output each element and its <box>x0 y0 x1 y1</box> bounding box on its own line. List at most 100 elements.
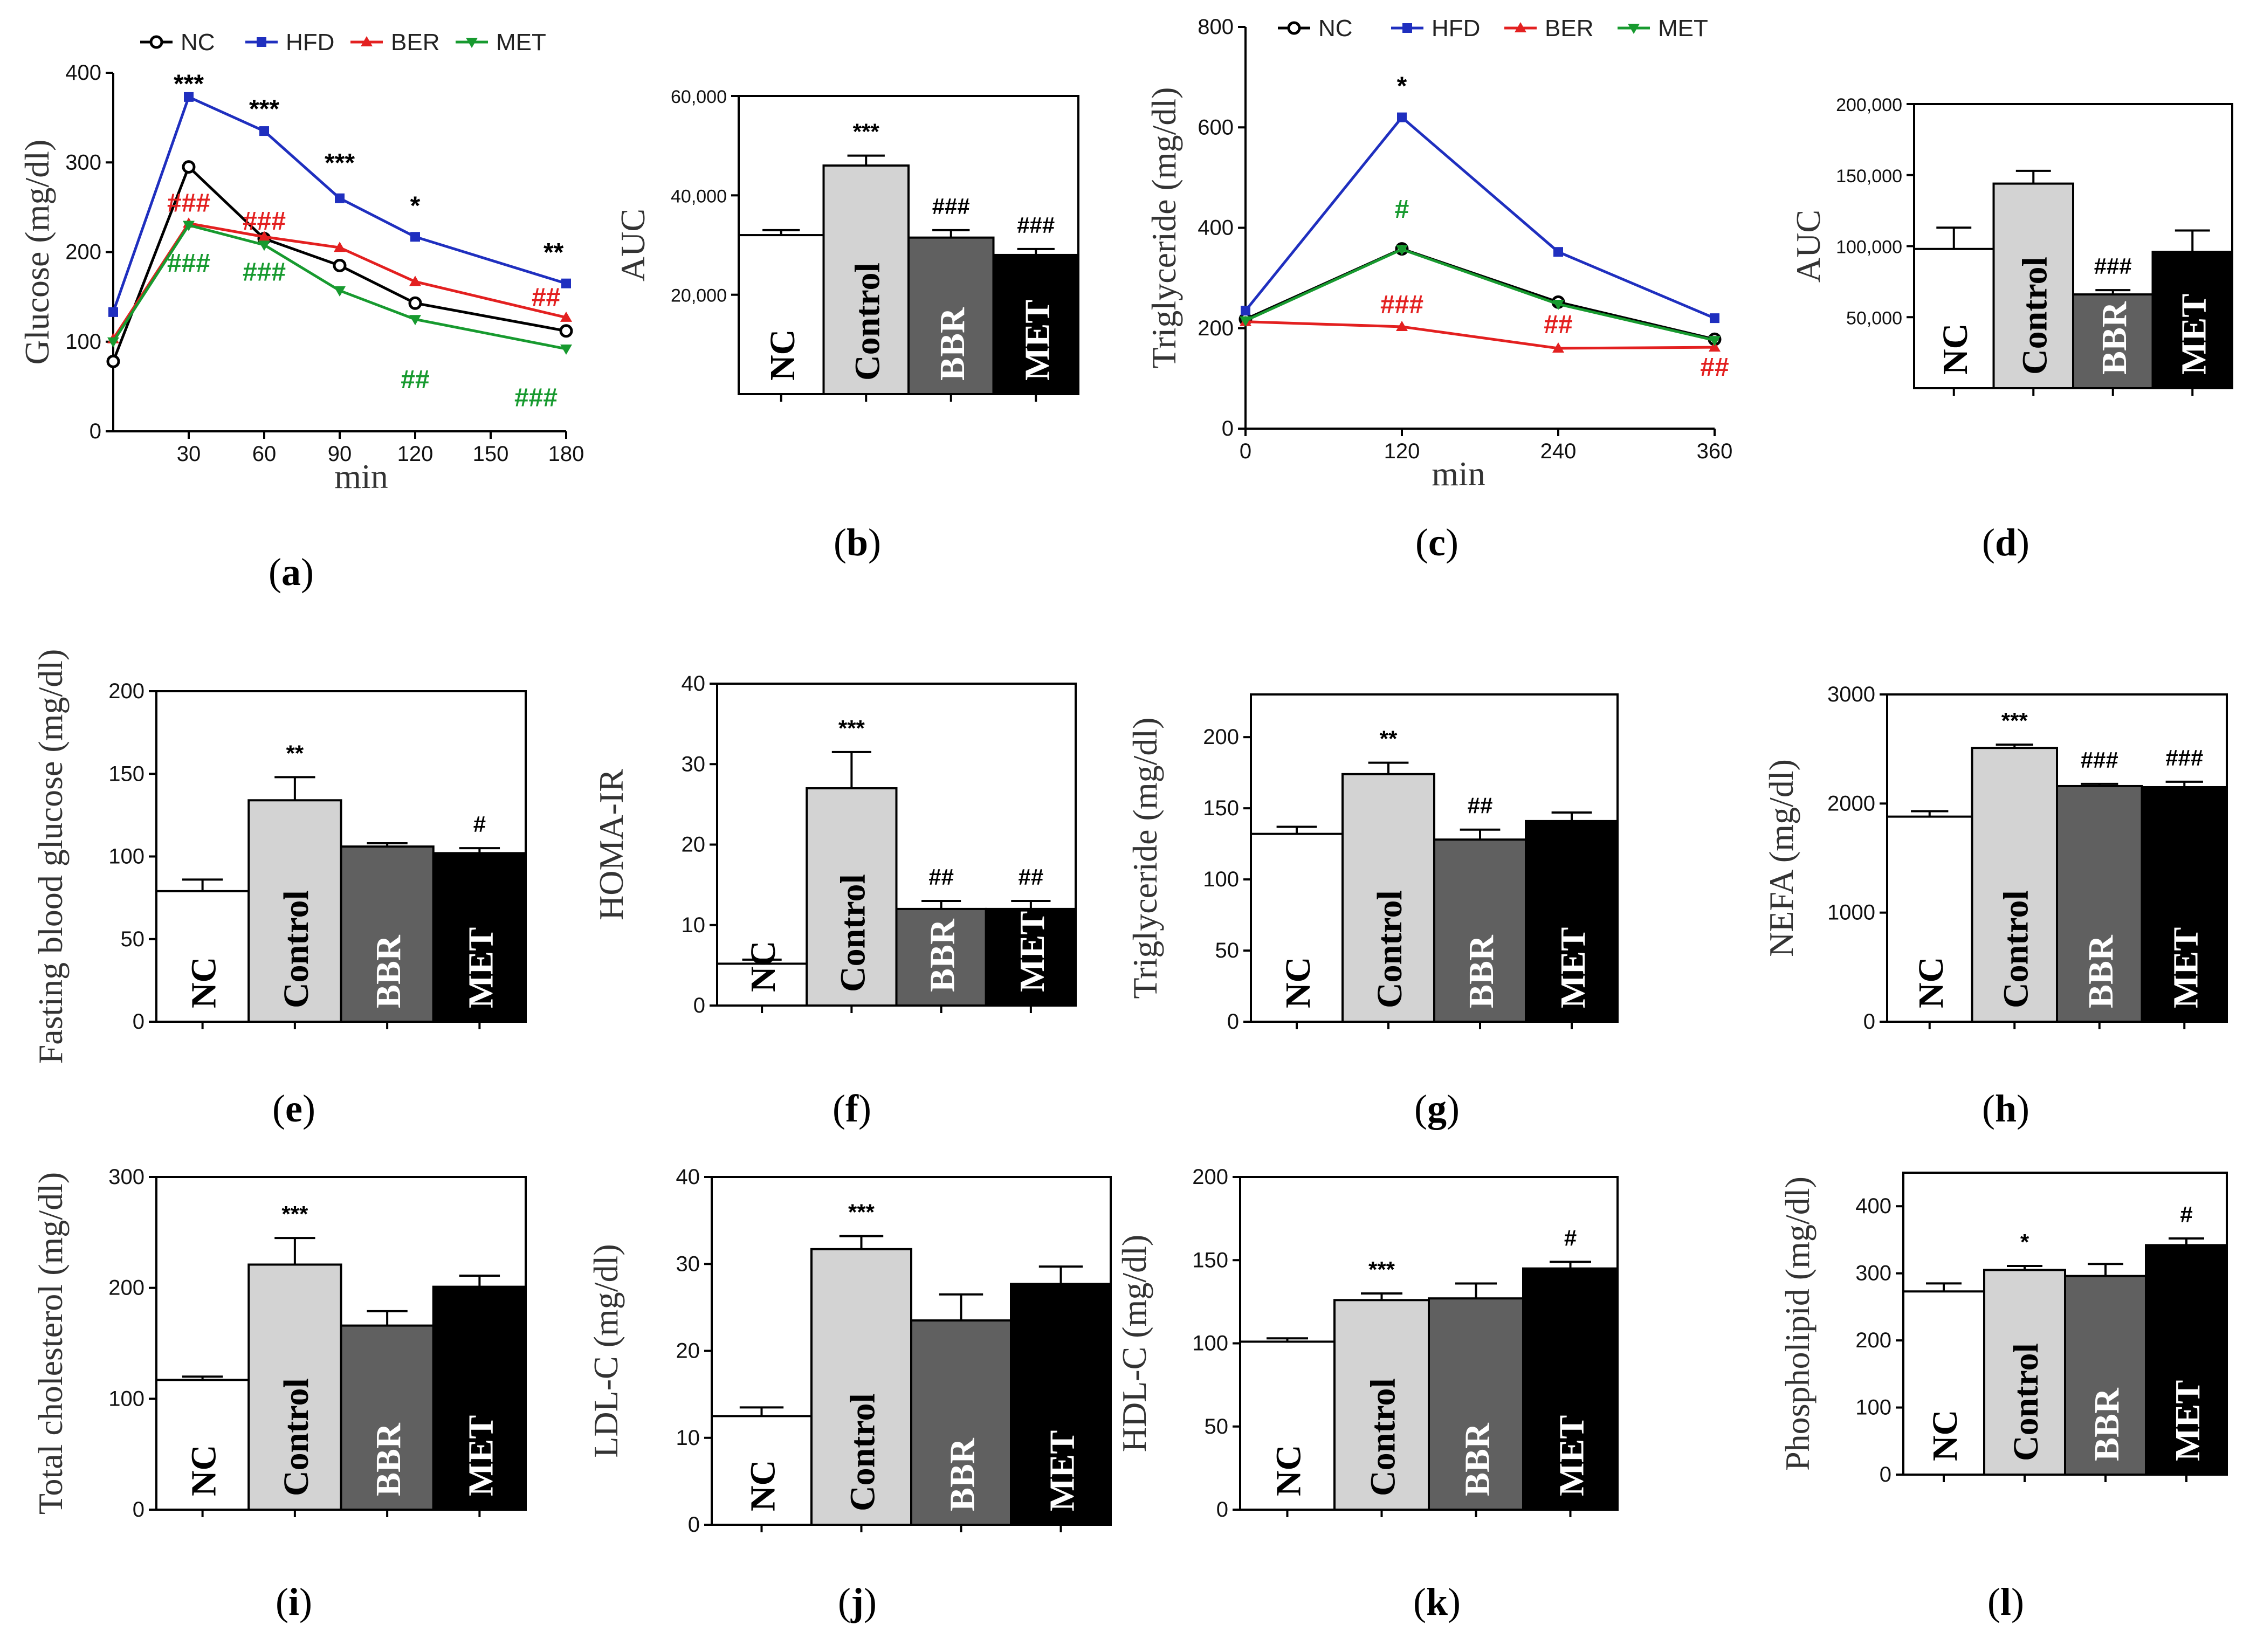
bar-label: NC <box>1278 957 1318 1008</box>
point-HFD <box>1553 247 1563 257</box>
y-axis-title: AUC <box>1789 210 1827 283</box>
significance-marker: # <box>1564 1225 1577 1250</box>
legend-marker <box>149 35 163 49</box>
panel-label: (g) <box>1414 1087 1460 1130</box>
point-HFD <box>335 193 345 203</box>
significance-marker: ### <box>167 249 210 278</box>
point-NC <box>559 324 573 338</box>
y-tick-label: 0 <box>1863 1010 1875 1034</box>
bar-label: Control <box>2006 1343 2046 1461</box>
legend-label: HFD <box>286 29 334 56</box>
y-tick-label: 30 <box>682 752 706 776</box>
point-MET <box>1709 336 1721 347</box>
panel-letter: b <box>847 521 868 564</box>
bar-Control <box>1992 182 2074 389</box>
y-tick-label: 200,000 <box>1836 95 1902 115</box>
legend-label: BER <box>391 29 439 56</box>
bar-label: NC <box>1269 1445 1309 1496</box>
panel-letter: f <box>845 1087 859 1130</box>
point-HFD <box>1241 306 1250 316</box>
panel-label: (l) <box>1987 1580 2024 1623</box>
panel-letter: l <box>2000 1580 2011 1623</box>
y-tick-label: 300 <box>108 1165 145 1189</box>
y-tick-label: 0 <box>1222 417 1234 440</box>
y-tick-label: 60,000 <box>671 87 727 107</box>
significance-marker: ## <box>1544 311 1572 339</box>
significance-marker: ## <box>532 283 560 312</box>
legend-marker <box>1515 22 1526 32</box>
bar-label: MET <box>1013 911 1052 992</box>
bar-label: NC <box>1925 1410 1965 1461</box>
bar-label: MET <box>2166 927 2205 1008</box>
point-NC <box>106 354 120 368</box>
significance-marker: *** <box>281 1201 308 1227</box>
x-tick-label: 150 <box>473 442 509 466</box>
bar-label: NC <box>744 1460 783 1511</box>
y-axis-title: AUC <box>614 209 652 281</box>
panel-i: (i) Total cholesterol (mg/dl) 0 100 200 300 NC… <box>31 1165 527 1623</box>
point-BER <box>409 276 421 286</box>
bar-NC <box>155 890 250 1023</box>
series-line-MET <box>1244 247 1715 342</box>
bar-BBR <box>2072 293 2154 390</box>
y-tick-label: 20,000 <box>671 286 727 306</box>
series-line-MET <box>112 223 567 350</box>
paren-close: ) <box>299 1580 312 1623</box>
panel-label: (e) <box>272 1087 315 1130</box>
series-line-HFD <box>1244 115 1715 320</box>
y-axis-title: Total cholesterol (mg/dl) <box>31 1172 70 1515</box>
bar-label: Control <box>1370 890 1409 1008</box>
y-axis-title: LDL-C (mg/dl) <box>587 1244 625 1457</box>
y-tick-label: 200 <box>1203 725 1239 749</box>
y-tick-label: 300 <box>1855 1262 1891 1285</box>
bar-label: BBR <box>1458 1422 1497 1496</box>
significance-marker: ### <box>2094 253 2132 279</box>
point-NC <box>182 160 196 174</box>
bar-BBR <box>340 845 435 1023</box>
point-MET <box>258 240 270 251</box>
significance-marker: *** <box>853 119 880 144</box>
panel-j: (j) LDL-C (mg/dl) 0 10 20 30 40 NC Control *** BBR… <box>587 1165 1112 1623</box>
y-tick-label: 50 <box>121 927 145 951</box>
x-tick-label: 30 <box>177 442 201 466</box>
panel-d: (d) AUC 50,000 100,000 150,000 200,000 NC Contr… <box>1789 95 2233 564</box>
panel-label: (a) <box>269 550 314 594</box>
legend-label: HFD <box>1432 15 1480 42</box>
significance-marker: ## <box>1468 793 1493 818</box>
bar-label: BBR <box>2087 1387 2127 1461</box>
y-tick-label: 100 <box>108 1387 145 1410</box>
series-line-NC <box>112 164 567 362</box>
bar-label: BBR <box>933 307 972 381</box>
y-tick-label: 100 <box>108 845 145 869</box>
bar-Control <box>1333 1299 1430 1511</box>
bar-NC <box>1886 815 1973 1023</box>
x-tick-label: 120 <box>397 442 434 466</box>
legend-marker <box>466 38 478 48</box>
significance-marker: * <box>410 192 421 221</box>
legend-label: NC <box>181 29 215 56</box>
bar-MET <box>2151 251 2233 390</box>
paren-close: ) <box>301 550 314 594</box>
y-tick-label: 300 <box>65 150 101 174</box>
y-tick-label: 200 <box>1855 1329 1891 1352</box>
significance-marker: ## <box>1019 864 1044 890</box>
bar-label: Control <box>2015 257 2054 375</box>
y-tick-label: 0 <box>90 419 101 443</box>
legend-marker <box>1402 23 1412 33</box>
series-line-BER <box>1245 320 1715 350</box>
y-tick-label: 150 <box>108 762 145 786</box>
y-tick-label: 200 <box>1192 1165 1228 1189</box>
panel-label: (h) <box>1982 1087 2029 1130</box>
significance-marker: ## <box>1700 353 1729 382</box>
bar-NC <box>1913 247 1995 389</box>
bar-label: MET <box>1552 1415 1592 1496</box>
significance-marker: # <box>1395 195 1409 224</box>
point-HFD <box>1397 112 1407 122</box>
panel-label: (k) <box>1413 1580 1461 1623</box>
y-tick-label: 0 <box>1227 1010 1239 1034</box>
bar-BBR <box>1433 838 1527 1023</box>
significance-marker: *** <box>848 1200 875 1225</box>
y-tick-label: 50 <box>1205 1415 1229 1438</box>
paren-open: ( <box>1982 1087 1995 1130</box>
bar-MET <box>1522 1267 1619 1511</box>
